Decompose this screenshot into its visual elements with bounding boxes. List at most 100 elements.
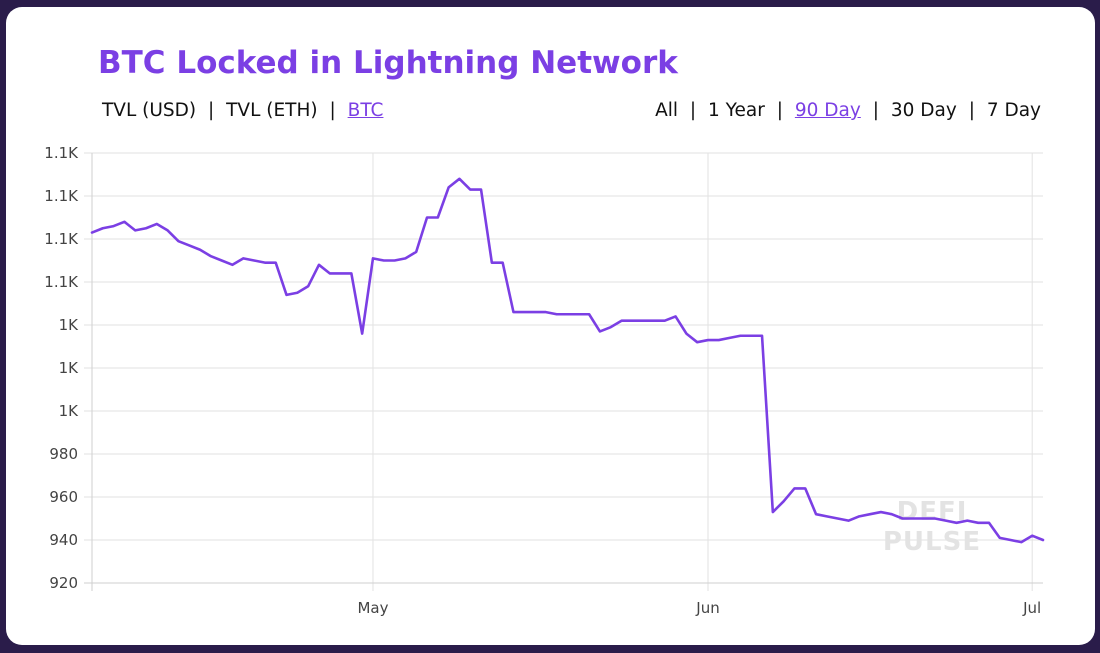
data-point[interactable]: [488, 259, 496, 267]
data-point[interactable]: [574, 310, 582, 318]
data-point[interactable]: [326, 269, 334, 277]
data-point[interactable]: [801, 484, 809, 492]
metric-option-btc[interactable]: BTC: [347, 100, 384, 121]
data-point[interactable]: [1028, 532, 1036, 540]
y-tick-label: 920: [49, 574, 78, 592]
data-point[interactable]: [315, 261, 323, 269]
data-point[interactable]: [877, 508, 885, 516]
range-option-all[interactable]: All: [655, 100, 679, 121]
data-point[interactable]: [1017, 538, 1025, 546]
data-point[interactable]: [434, 214, 442, 222]
data-point[interactable]: [391, 257, 399, 265]
data-point[interactable]: [780, 497, 788, 505]
data-point[interactable]: [596, 327, 604, 335]
data-point[interactable]: [445, 183, 453, 191]
data-point[interactable]: [337, 269, 345, 277]
data-point[interactable]: [553, 310, 561, 318]
data-point[interactable]: [866, 510, 874, 518]
data-point[interactable]: [747, 332, 755, 340]
data-point[interactable]: [942, 517, 950, 525]
data-point[interactable]: [520, 308, 528, 316]
data-point[interactable]: [985, 519, 993, 527]
data-point[interactable]: [272, 259, 280, 267]
data-point[interactable]: [974, 519, 982, 527]
data-point[interactable]: [531, 308, 539, 316]
data-point[interactable]: [207, 252, 215, 260]
range-option-7-day[interactable]: 7 Day: [986, 100, 1041, 121]
data-point[interactable]: [888, 510, 896, 518]
data-point[interactable]: [401, 254, 409, 262]
data-point[interactable]: [164, 226, 172, 234]
data-point[interactable]: [607, 323, 615, 331]
data-point[interactable]: [185, 241, 193, 249]
data-point[interactable]: [823, 512, 831, 520]
data-point[interactable]: [358, 330, 366, 338]
data-point[interactable]: [369, 254, 377, 262]
data-point[interactable]: [283, 291, 291, 299]
data-point[interactable]: [196, 246, 204, 254]
data-point[interactable]: [996, 534, 1004, 542]
data-point[interactable]: [834, 515, 842, 523]
data-point[interactable]: [704, 336, 712, 344]
data-point[interactable]: [899, 515, 907, 523]
data-point[interactable]: [715, 336, 723, 344]
data-point[interactable]: [347, 269, 355, 277]
data-point[interactable]: [564, 310, 572, 318]
data-point[interactable]: [131, 226, 139, 234]
data-point[interactable]: [99, 224, 107, 232]
range-option-30-day[interactable]: 30 Day: [890, 100, 957, 121]
data-point[interactable]: [174, 237, 182, 245]
data-point[interactable]: [218, 257, 226, 265]
range-option-90-day[interactable]: 90 Day: [794, 100, 861, 121]
data-point[interactable]: [466, 186, 474, 194]
data-point[interactable]: [844, 517, 852, 525]
range-option-1-year[interactable]: 1 Year: [708, 100, 765, 121]
data-point[interactable]: [1039, 536, 1047, 544]
data-point[interactable]: [682, 330, 690, 338]
data-point[interactable]: [726, 334, 734, 342]
data-point[interactable]: [228, 261, 236, 269]
data-point[interactable]: [920, 515, 928, 523]
data-point[interactable]: [790, 484, 798, 492]
data-point[interactable]: [855, 512, 863, 520]
data-point[interactable]: [412, 248, 420, 256]
metric-option-tvl-eth[interactable]: TVL (ETH): [226, 100, 318, 121]
data-point[interactable]: [758, 332, 766, 340]
data-point[interactable]: [110, 222, 118, 230]
data-point[interactable]: [88, 229, 96, 237]
data-point[interactable]: [639, 317, 647, 325]
data-point[interactable]: [261, 259, 269, 267]
data-point[interactable]: [455, 175, 463, 183]
data-point[interactable]: [250, 257, 258, 265]
data-point[interactable]: [963, 517, 971, 525]
data-point[interactable]: [736, 332, 744, 340]
data-point[interactable]: [153, 220, 161, 228]
data-point[interactable]: [1007, 536, 1015, 544]
data-point[interactable]: [628, 317, 636, 325]
data-point[interactable]: [931, 515, 939, 523]
data-point[interactable]: [909, 515, 917, 523]
data-point[interactable]: [661, 317, 669, 325]
data-point[interactable]: [672, 312, 680, 320]
metric-option-tvl-usd[interactable]: TVL (USD): [102, 100, 197, 121]
data-point[interactable]: [542, 308, 550, 316]
data-point[interactable]: [380, 257, 388, 265]
data-point[interactable]: [304, 282, 312, 290]
data-point[interactable]: [953, 519, 961, 527]
data-point[interactable]: [812, 510, 820, 518]
line-chart[interactable]: DEFI PULSE 920 940 960 980 1K 1K 1K 1.1K 1.1K 1.1…: [6, 7, 1095, 645]
y-tick-label: 1K: [59, 359, 80, 377]
data-point[interactable]: [120, 218, 128, 226]
data-point[interactable]: [142, 224, 150, 232]
data-point[interactable]: [650, 317, 658, 325]
data-point[interactable]: [585, 310, 593, 318]
data-point[interactable]: [693, 338, 701, 346]
data-point[interactable]: [293, 289, 301, 297]
data-point[interactable]: [239, 254, 247, 262]
data-point[interactable]: [769, 508, 777, 516]
data-point[interactable]: [618, 317, 626, 325]
data-point[interactable]: [509, 308, 517, 316]
data-point[interactable]: [499, 259, 507, 267]
data-point[interactable]: [477, 186, 485, 194]
data-point[interactable]: [423, 214, 431, 222]
